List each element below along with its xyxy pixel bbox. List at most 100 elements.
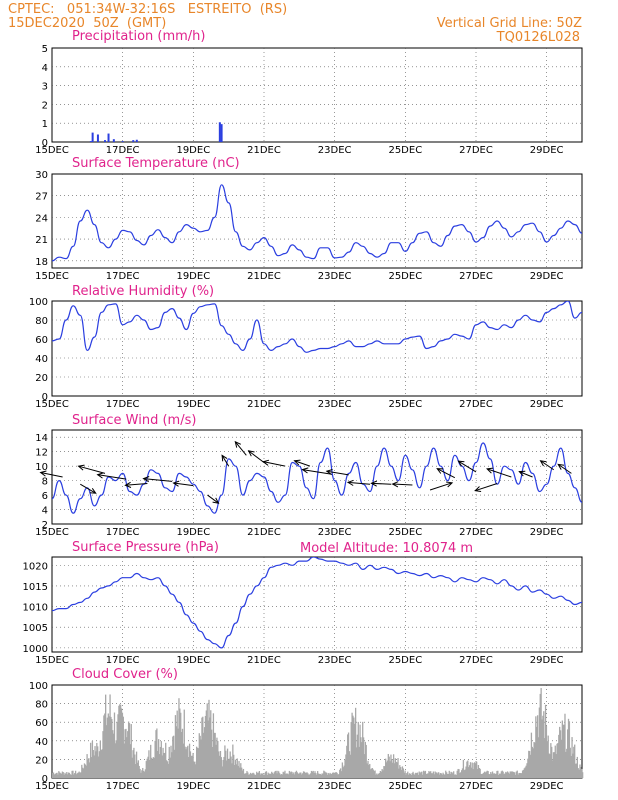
cloud-bar xyxy=(75,774,78,778)
cloud-bar xyxy=(530,732,533,778)
cloud-bar xyxy=(398,768,400,778)
x-tick-label: 25DEC xyxy=(388,271,422,282)
cloud-bar xyxy=(470,767,472,778)
cloud-bar xyxy=(527,758,529,778)
cloud-bar xyxy=(441,774,443,778)
cloud-bar xyxy=(521,773,523,778)
cloud-bar xyxy=(173,735,175,778)
precip-bar xyxy=(112,139,115,142)
panel-title: Surface Wind (m/s) xyxy=(72,413,196,428)
cloud-bar xyxy=(174,715,177,778)
cloud-bar xyxy=(153,757,155,778)
cloud-bar xyxy=(135,764,137,778)
cloud-bar xyxy=(279,773,281,778)
cloud-bar xyxy=(262,773,264,778)
wind-vector xyxy=(143,478,173,482)
cloud-bar xyxy=(274,771,276,778)
cloud-bar xyxy=(180,732,183,778)
series-line xyxy=(52,184,582,262)
cloud-bar xyxy=(455,774,457,778)
cloud-bar xyxy=(389,761,391,778)
wind-arrowhead xyxy=(539,460,547,467)
cloud-bar xyxy=(499,773,502,778)
cloud-bar xyxy=(460,770,463,778)
cloud-bar xyxy=(103,715,105,778)
cloud-bar xyxy=(177,728,179,778)
cloud-bar xyxy=(304,772,306,778)
cloud-bar xyxy=(158,739,160,778)
cloud-bar xyxy=(564,713,566,778)
panel-title: Precipitation (mm/h) xyxy=(72,29,205,44)
cloud-bar xyxy=(351,712,353,778)
cloud-bar xyxy=(493,773,495,778)
cloud-bar xyxy=(326,774,329,778)
cloud-bar xyxy=(405,774,407,778)
cloud-bar xyxy=(505,771,507,778)
cloud-bar xyxy=(429,771,431,778)
cloud-bar xyxy=(121,712,124,778)
panel-frame xyxy=(51,47,583,143)
cloud-bar xyxy=(227,759,230,778)
x-tick-label: 19DEC xyxy=(176,145,210,156)
cloud-bar xyxy=(133,747,135,778)
x-tick-label: 23DEC xyxy=(318,655,352,666)
cloud-bar xyxy=(480,773,482,778)
cloud-bar xyxy=(535,716,537,778)
y-tick-label: 100 xyxy=(29,297,48,308)
cloud-bar xyxy=(323,770,325,778)
cloud-bar xyxy=(247,772,249,778)
cloud-bar xyxy=(190,755,192,778)
cloud-bar xyxy=(469,762,472,778)
x-tick-label: 27DEC xyxy=(459,781,493,792)
cloud-bar xyxy=(259,774,261,778)
cloud-bar xyxy=(580,766,582,778)
cloud-bar xyxy=(498,773,501,778)
cloud-bar xyxy=(160,741,162,778)
y-tick-label: 1005 xyxy=(23,623,48,634)
wind-vector xyxy=(486,468,512,478)
cloud-bar xyxy=(545,725,548,778)
cloud-bar xyxy=(97,756,100,778)
cloud-bar xyxy=(263,774,265,778)
cloud-bar xyxy=(131,757,133,778)
cloud-bar xyxy=(55,773,57,778)
cloud-bar xyxy=(203,727,206,778)
cloud-bar xyxy=(360,737,362,778)
cloud-bar xyxy=(209,717,211,778)
x-tick-label: 27DEC xyxy=(459,655,493,666)
cloud-bar xyxy=(392,762,394,778)
x-tick-label: 23DEC xyxy=(318,527,352,538)
cloud-bar xyxy=(491,771,494,778)
cloud-bar xyxy=(575,763,578,778)
precip-bar xyxy=(96,134,99,142)
cloud-bar xyxy=(576,756,578,778)
cloud-bar xyxy=(225,750,227,778)
cloud-bar xyxy=(529,751,531,778)
cloud-bar xyxy=(164,752,166,778)
cloud-bar xyxy=(124,729,126,778)
y-tick-label: 0 xyxy=(42,138,48,149)
cloud-bar xyxy=(94,746,96,778)
cloud-bar xyxy=(401,766,404,778)
cloud-bar xyxy=(233,764,236,778)
cloud-bar xyxy=(54,773,56,778)
cloud-bar xyxy=(490,772,492,778)
cloud-bar xyxy=(292,773,294,778)
cloud-bar xyxy=(161,755,163,778)
cloud-bar xyxy=(257,772,260,778)
cloud-bar xyxy=(468,767,470,778)
x-tick-label: 17DEC xyxy=(106,527,140,538)
cloud-bar xyxy=(118,705,120,778)
cloud-bar xyxy=(412,771,414,778)
cloud-bar xyxy=(293,772,295,778)
cloud-bar xyxy=(53,774,56,778)
cloud-bar xyxy=(366,763,368,778)
cloud-bar xyxy=(463,770,465,778)
cloud-bar xyxy=(350,721,352,778)
cloud-bar xyxy=(428,770,430,778)
cloud-bar xyxy=(205,710,207,778)
wind-arrowhead xyxy=(247,450,255,457)
cloud-bar xyxy=(354,707,357,778)
cloud-bar xyxy=(178,698,180,778)
x-tick-label: 27DEC xyxy=(459,527,493,538)
